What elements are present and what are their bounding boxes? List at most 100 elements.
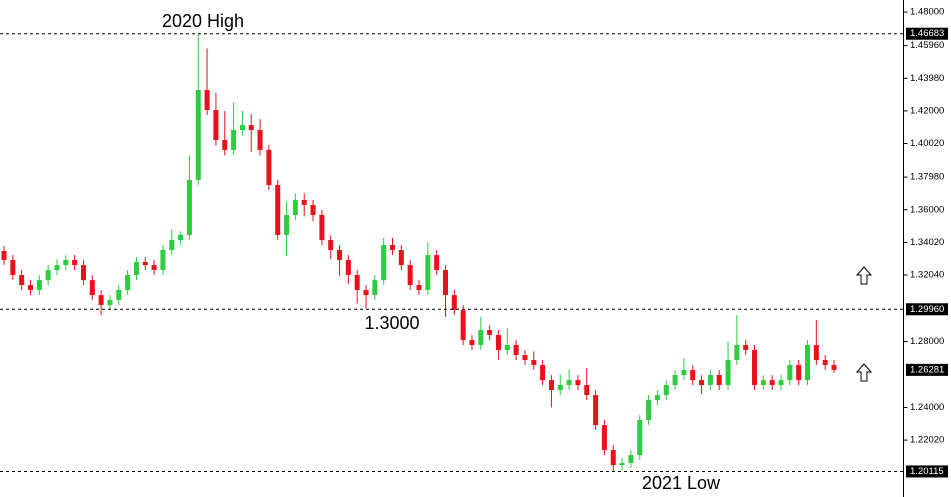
candle-body (752, 349, 758, 386)
candle-body (787, 364, 793, 381)
candle-body (27, 285, 33, 290)
candle-body (707, 374, 713, 386)
candle-body (566, 380, 572, 386)
y-tick-label: 1.40020 (910, 138, 944, 149)
candle-body (116, 289, 122, 301)
candle-body (425, 255, 431, 290)
candle-body (345, 259, 351, 275)
candle-body (734, 345, 740, 361)
candle-body (407, 265, 413, 286)
y-tick-label: 1.22020 (910, 435, 944, 446)
price-tag (906, 363, 948, 376)
candle-body (381, 245, 387, 281)
candle-body (292, 200, 298, 216)
candle-body (301, 200, 307, 205)
candle-body (248, 125, 254, 130)
candle-body (231, 129, 237, 150)
candle-body (160, 249, 166, 271)
candle-body (142, 261, 148, 266)
y-tick-label: 1.43980 (910, 73, 944, 84)
price-tag (906, 27, 948, 40)
y-tick-label: 1.42000 (910, 105, 944, 116)
candle-body (646, 400, 652, 420)
candle-body (266, 149, 272, 186)
price-tag-label: 1.26281 (910, 364, 944, 375)
candle-body (778, 380, 784, 386)
candle-body (813, 345, 819, 361)
candle-body (416, 285, 422, 290)
candle-body (601, 425, 607, 450)
candle-body (10, 259, 16, 275)
candle-body (805, 345, 811, 381)
price-tag (906, 303, 948, 316)
y-tick-label: 1.45960 (910, 40, 944, 51)
candle-body (442, 270, 448, 296)
candle-body (19, 274, 25, 286)
candle-body (628, 455, 634, 463)
candle-body (681, 370, 687, 375)
candle-body (522, 355, 528, 361)
candle-body (716, 374, 722, 386)
y-tick-label: 1.28000 (910, 336, 944, 347)
candle-body (169, 240, 175, 250)
candle-body (310, 204, 316, 216)
candle-body (584, 385, 590, 396)
candle-body (495, 334, 501, 350)
arrow-icon (855, 266, 873, 285)
annotation: 2020 High (162, 11, 244, 31)
candle-body (45, 270, 51, 281)
candle-body (760, 380, 766, 386)
candle-body (63, 259, 69, 266)
y-tick-label: 1.48000 (910, 7, 944, 18)
arrow-icon (855, 363, 873, 382)
y-tick-label: 1.36000 (910, 204, 944, 215)
y-tick-label: 1.37980 (910, 172, 944, 183)
candle-body (460, 310, 466, 341)
candle-body (690, 370, 696, 381)
candle-body (743, 345, 749, 350)
candle-body (478, 330, 484, 346)
candle-body (725, 360, 731, 386)
candle-body (699, 380, 705, 386)
candle-body (125, 274, 131, 290)
candle-body (98, 295, 104, 305)
y-tick-label: 1.24000 (910, 402, 944, 413)
y-tick-label: 1.34020 (910, 237, 944, 248)
candle-body (54, 265, 60, 271)
annotation: 2021 Low (642, 473, 721, 493)
candle-body (504, 345, 510, 350)
candle-body (363, 289, 369, 296)
candle-body (637, 419, 643, 456)
candle-body (619, 462, 625, 466)
candle-body (434, 255, 440, 271)
candle-body (796, 364, 802, 381)
candle-body (213, 110, 219, 141)
candle-body (284, 215, 290, 235)
candle-body (1, 250, 7, 260)
candle-body (72, 259, 78, 266)
candle-body (337, 249, 343, 260)
candle-body (822, 360, 828, 365)
candle-body (531, 360, 537, 365)
candle-body (89, 280, 95, 296)
candle-body (195, 89, 201, 181)
candle-body (654, 395, 660, 401)
candle-body (319, 215, 325, 241)
candle-body (513, 345, 519, 356)
candle-body (575, 380, 581, 386)
candle-body (540, 364, 546, 381)
candle-body (469, 340, 475, 346)
candle-body (275, 185, 281, 235)
candle-body (663, 385, 669, 396)
price-tag-label: 1.46683 (910, 28, 944, 39)
candle-body (186, 180, 192, 235)
price-tag-label: 1.29960 (910, 304, 944, 315)
candle-body (151, 265, 157, 271)
candle-body (769, 380, 775, 386)
candle-body (557, 385, 563, 390)
candle-body (178, 234, 184, 241)
candle-body (222, 140, 228, 150)
candle-body (372, 280, 378, 296)
